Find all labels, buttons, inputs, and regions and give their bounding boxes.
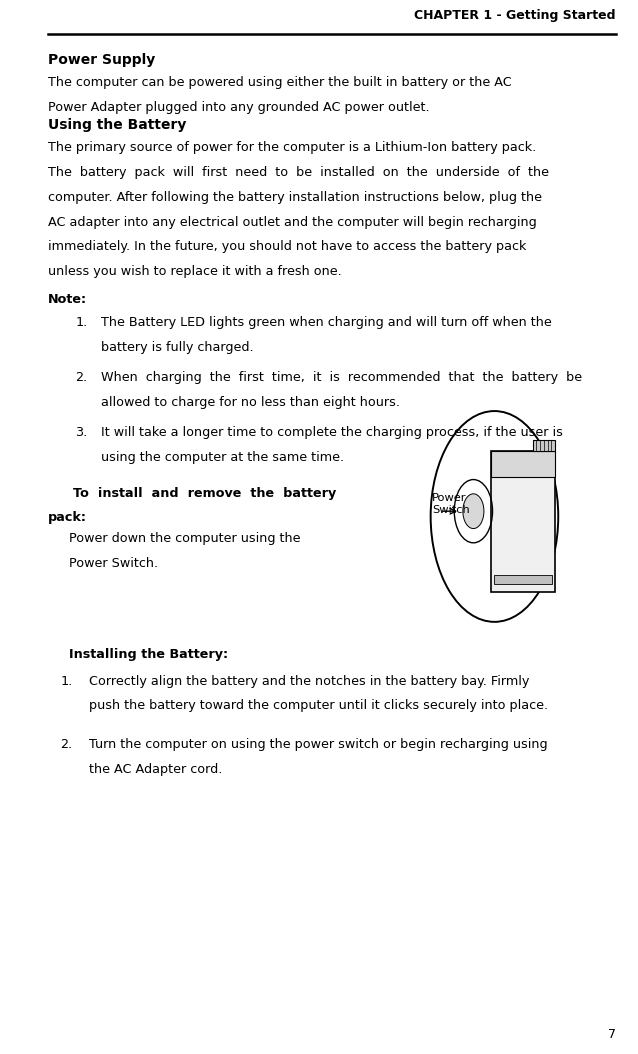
Text: computer. After following the battery installation instructions below, plug the: computer. After following the battery in… bbox=[48, 191, 542, 203]
Text: the AC Adapter cord.: the AC Adapter cord. bbox=[89, 763, 223, 776]
Text: 7: 7 bbox=[607, 1029, 616, 1041]
Text: The Battery LED lights green when charging and will turn off when the: The Battery LED lights green when chargi… bbox=[101, 316, 552, 329]
Circle shape bbox=[463, 493, 484, 528]
Text: AC adapter into any electrical outlet and the computer will begin recharging: AC adapter into any electrical outlet an… bbox=[48, 216, 537, 229]
Text: using the computer at the same time.: using the computer at the same time. bbox=[101, 451, 344, 464]
Bar bbox=[494, 575, 552, 584]
Text: pack:: pack: bbox=[48, 511, 87, 524]
Text: The computer can be powered using either the built in battery or the AC: The computer can be powered using either… bbox=[48, 76, 512, 89]
Text: Correctly align the battery and the notches in the battery bay. Firmly: Correctly align the battery and the notc… bbox=[89, 675, 530, 687]
Text: push the battery toward the computer until it clicks securely into place.: push the battery toward the computer unt… bbox=[89, 700, 549, 713]
Text: It will take a longer time to complete the charging process, if the user is: It will take a longer time to complete t… bbox=[101, 426, 563, 438]
Text: 3.: 3. bbox=[75, 426, 87, 438]
Text: CHAPTER 1 - Getting Started: CHAPTER 1 - Getting Started bbox=[414, 9, 616, 22]
Text: Turn the computer on using the power switch or begin recharging using: Turn the computer on using the power swi… bbox=[89, 738, 548, 750]
Text: Using the Battery: Using the Battery bbox=[48, 118, 186, 132]
Text: To  install  and  remove  the  battery: To install and remove the battery bbox=[73, 487, 337, 500]
Text: The primary source of power for the computer is a Lithium-Ion battery pack.: The primary source of power for the comp… bbox=[48, 141, 536, 154]
Text: battery is fully charged.: battery is fully charged. bbox=[101, 341, 253, 354]
Text: immediately. In the future, you should not have to access the battery pack: immediately. In the future, you should n… bbox=[48, 240, 526, 253]
Text: Power down the computer using the: Power down the computer using the bbox=[69, 532, 300, 545]
Text: Power
Switch: Power Switch bbox=[432, 492, 470, 515]
Text: When  charging  the  first  time,  it  is  recommended  that  the  battery  be: When charging the first time, it is reco… bbox=[101, 371, 582, 384]
Bar bbox=[491, 451, 555, 592]
Text: Power Supply: Power Supply bbox=[48, 53, 155, 66]
Text: Note:: Note: bbox=[48, 293, 87, 306]
Text: unless you wish to replace it with a fresh one.: unless you wish to replace it with a fre… bbox=[48, 266, 341, 278]
Text: 1.: 1. bbox=[75, 316, 87, 329]
Text: The  battery  pack  will  first  need  to  be  installed  on  the  underside  of: The battery pack will first need to be i… bbox=[48, 165, 549, 179]
Text: 1.: 1. bbox=[61, 675, 73, 687]
Text: 2.: 2. bbox=[75, 371, 87, 384]
Text: Installing the Battery:: Installing the Battery: bbox=[69, 648, 228, 661]
Bar bbox=[533, 440, 555, 451]
Text: Power Adapter plugged into any grounded AC power outlet.: Power Adapter plugged into any grounded … bbox=[48, 100, 429, 114]
Text: 2.: 2. bbox=[61, 738, 73, 750]
Bar bbox=[491, 451, 555, 476]
Text: Power Switch.: Power Switch. bbox=[69, 557, 158, 570]
Text: allowed to charge for no less than eight hours.: allowed to charge for no less than eight… bbox=[101, 395, 400, 409]
